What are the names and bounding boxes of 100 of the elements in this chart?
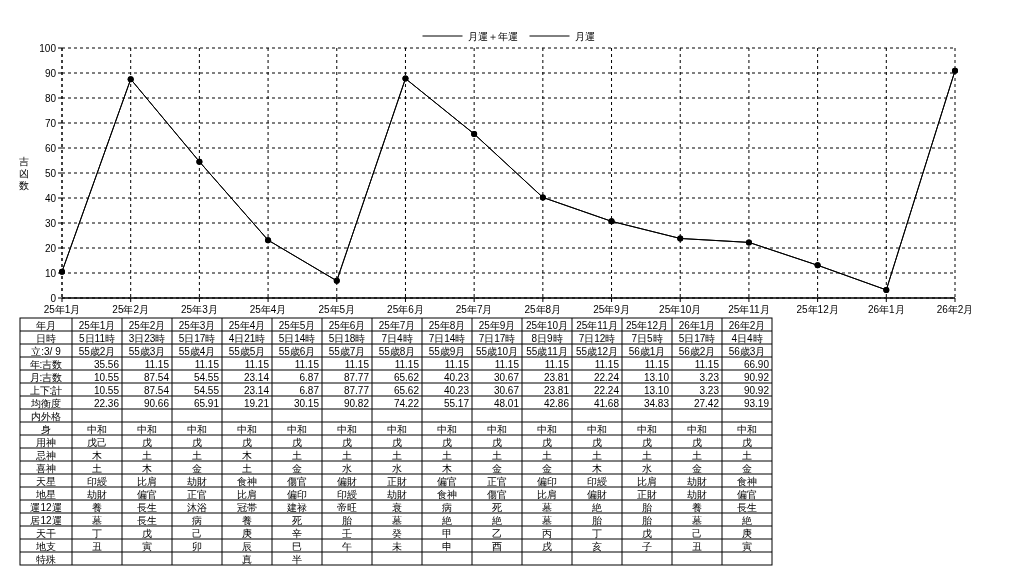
text: 甲 [442,527,452,539]
y-tick-label: 40 [44,192,57,204]
text: 衰 [392,501,402,513]
x-tick-label: 25年2月 [112,304,150,315]
category-label: 地支 [36,540,56,552]
text: 比肩 [237,488,257,500]
category-label: 月:吉数 [29,371,63,383]
text: 長生 [737,501,757,513]
category-label: 運12運 [30,501,62,513]
category-label: 年月 [36,319,56,331]
text: 金 [692,462,702,474]
text: 23.81 [543,384,569,396]
text: 27.42 [693,397,719,409]
text: 戊 [592,436,602,448]
text: 養 [692,501,702,513]
text: 11.15 [194,358,219,370]
text: 戊 [342,436,352,448]
text: 13.10 [643,371,669,383]
x-tick-label: 25年7月 [455,304,493,315]
text: 中和 [237,423,257,435]
text: 長生 [137,514,157,526]
text: 木 [592,462,602,474]
category-label: 日時 [36,332,56,344]
text: 胎 [592,514,602,526]
text: 5日17時 [678,332,716,344]
text: 55歳11月 [526,345,568,357]
text: 30.15 [293,397,319,409]
text: 10.55 [93,384,119,396]
text: 戊 [192,436,202,448]
category-label: 年:吉数 [29,358,63,370]
text: 11.15 [244,358,269,370]
text: 己 [692,527,702,539]
text: 93.19 [743,397,769,409]
text: 己 [192,527,202,539]
text: 丙 [542,527,552,539]
text: 死 [492,501,502,513]
text: 26年1月 [678,319,716,331]
text: 丁 [92,527,102,539]
text: 55歳7月 [328,345,366,357]
category-label: 天星 [36,475,56,487]
text: 土 [542,449,552,461]
text: 建禄 [287,501,307,513]
text: 比肩 [137,475,157,487]
text: 戌 [542,540,552,552]
text: 56歳1月 [628,345,666,357]
text: 戊 [692,436,702,448]
text: 中和 [187,423,207,435]
text: 土 [592,449,602,461]
text: 食神 [437,488,457,500]
text: 胎 [642,501,652,513]
text: 56歳2月 [678,345,716,357]
text: 真 [242,553,252,565]
text: 帝旺 [337,501,357,513]
text: 絶 [442,514,452,526]
text: 偏官 [737,488,757,500]
text: 55歳4月 [178,345,216,357]
text: 偏印 [287,488,307,500]
text: 土 [242,462,252,474]
x-tick-label: 25年11月 [728,304,770,315]
category-label: 均衡度 [31,397,61,409]
text: 丁 [592,527,602,539]
text: 申 [442,540,452,552]
text: 22.24 [593,371,619,383]
y-tick-label: 20 [44,242,57,254]
text: 癸 [392,527,402,539]
text: 正官 [187,488,207,500]
category-label: 天干 [36,527,56,539]
text: 65.62 [393,384,419,396]
text: 卯 [192,540,202,552]
category-label: 喜神 [36,462,56,474]
category-label: 地星 [36,488,56,500]
text: 墓 [542,501,552,513]
text: 病 [442,501,452,513]
y-tick-label: 50 [44,167,57,179]
text: 劫財 [387,488,407,500]
text: 子 [642,540,652,552]
text: 4日4時 [731,332,763,344]
text: 墓 [392,514,402,526]
text: 土 [392,449,402,461]
text: 戊 [442,436,452,448]
text: 辛 [292,527,302,539]
text: 30.67 [493,384,519,396]
text: 冠帯 [237,501,257,513]
text: 6.87 [299,384,319,396]
text: 偏印 [537,475,557,487]
text: 7日5時 [631,332,663,344]
text: 25年1月 [78,319,116,331]
text: 丑 [92,540,102,552]
text: 6.87 [299,371,319,383]
text: 土 [642,449,652,461]
text: 寅 [142,540,152,552]
text: 戊 [292,436,302,448]
y-tick-label: 80 [44,92,57,104]
text: 巳 [292,540,302,552]
text: 22.36 [93,397,119,409]
text: 7日4時 [381,332,413,344]
text: 25年2月 [128,319,166,331]
text: 55歳5月 [228,345,266,357]
text: 5日11時 [79,332,115,344]
text: 5日17時 [178,332,216,344]
